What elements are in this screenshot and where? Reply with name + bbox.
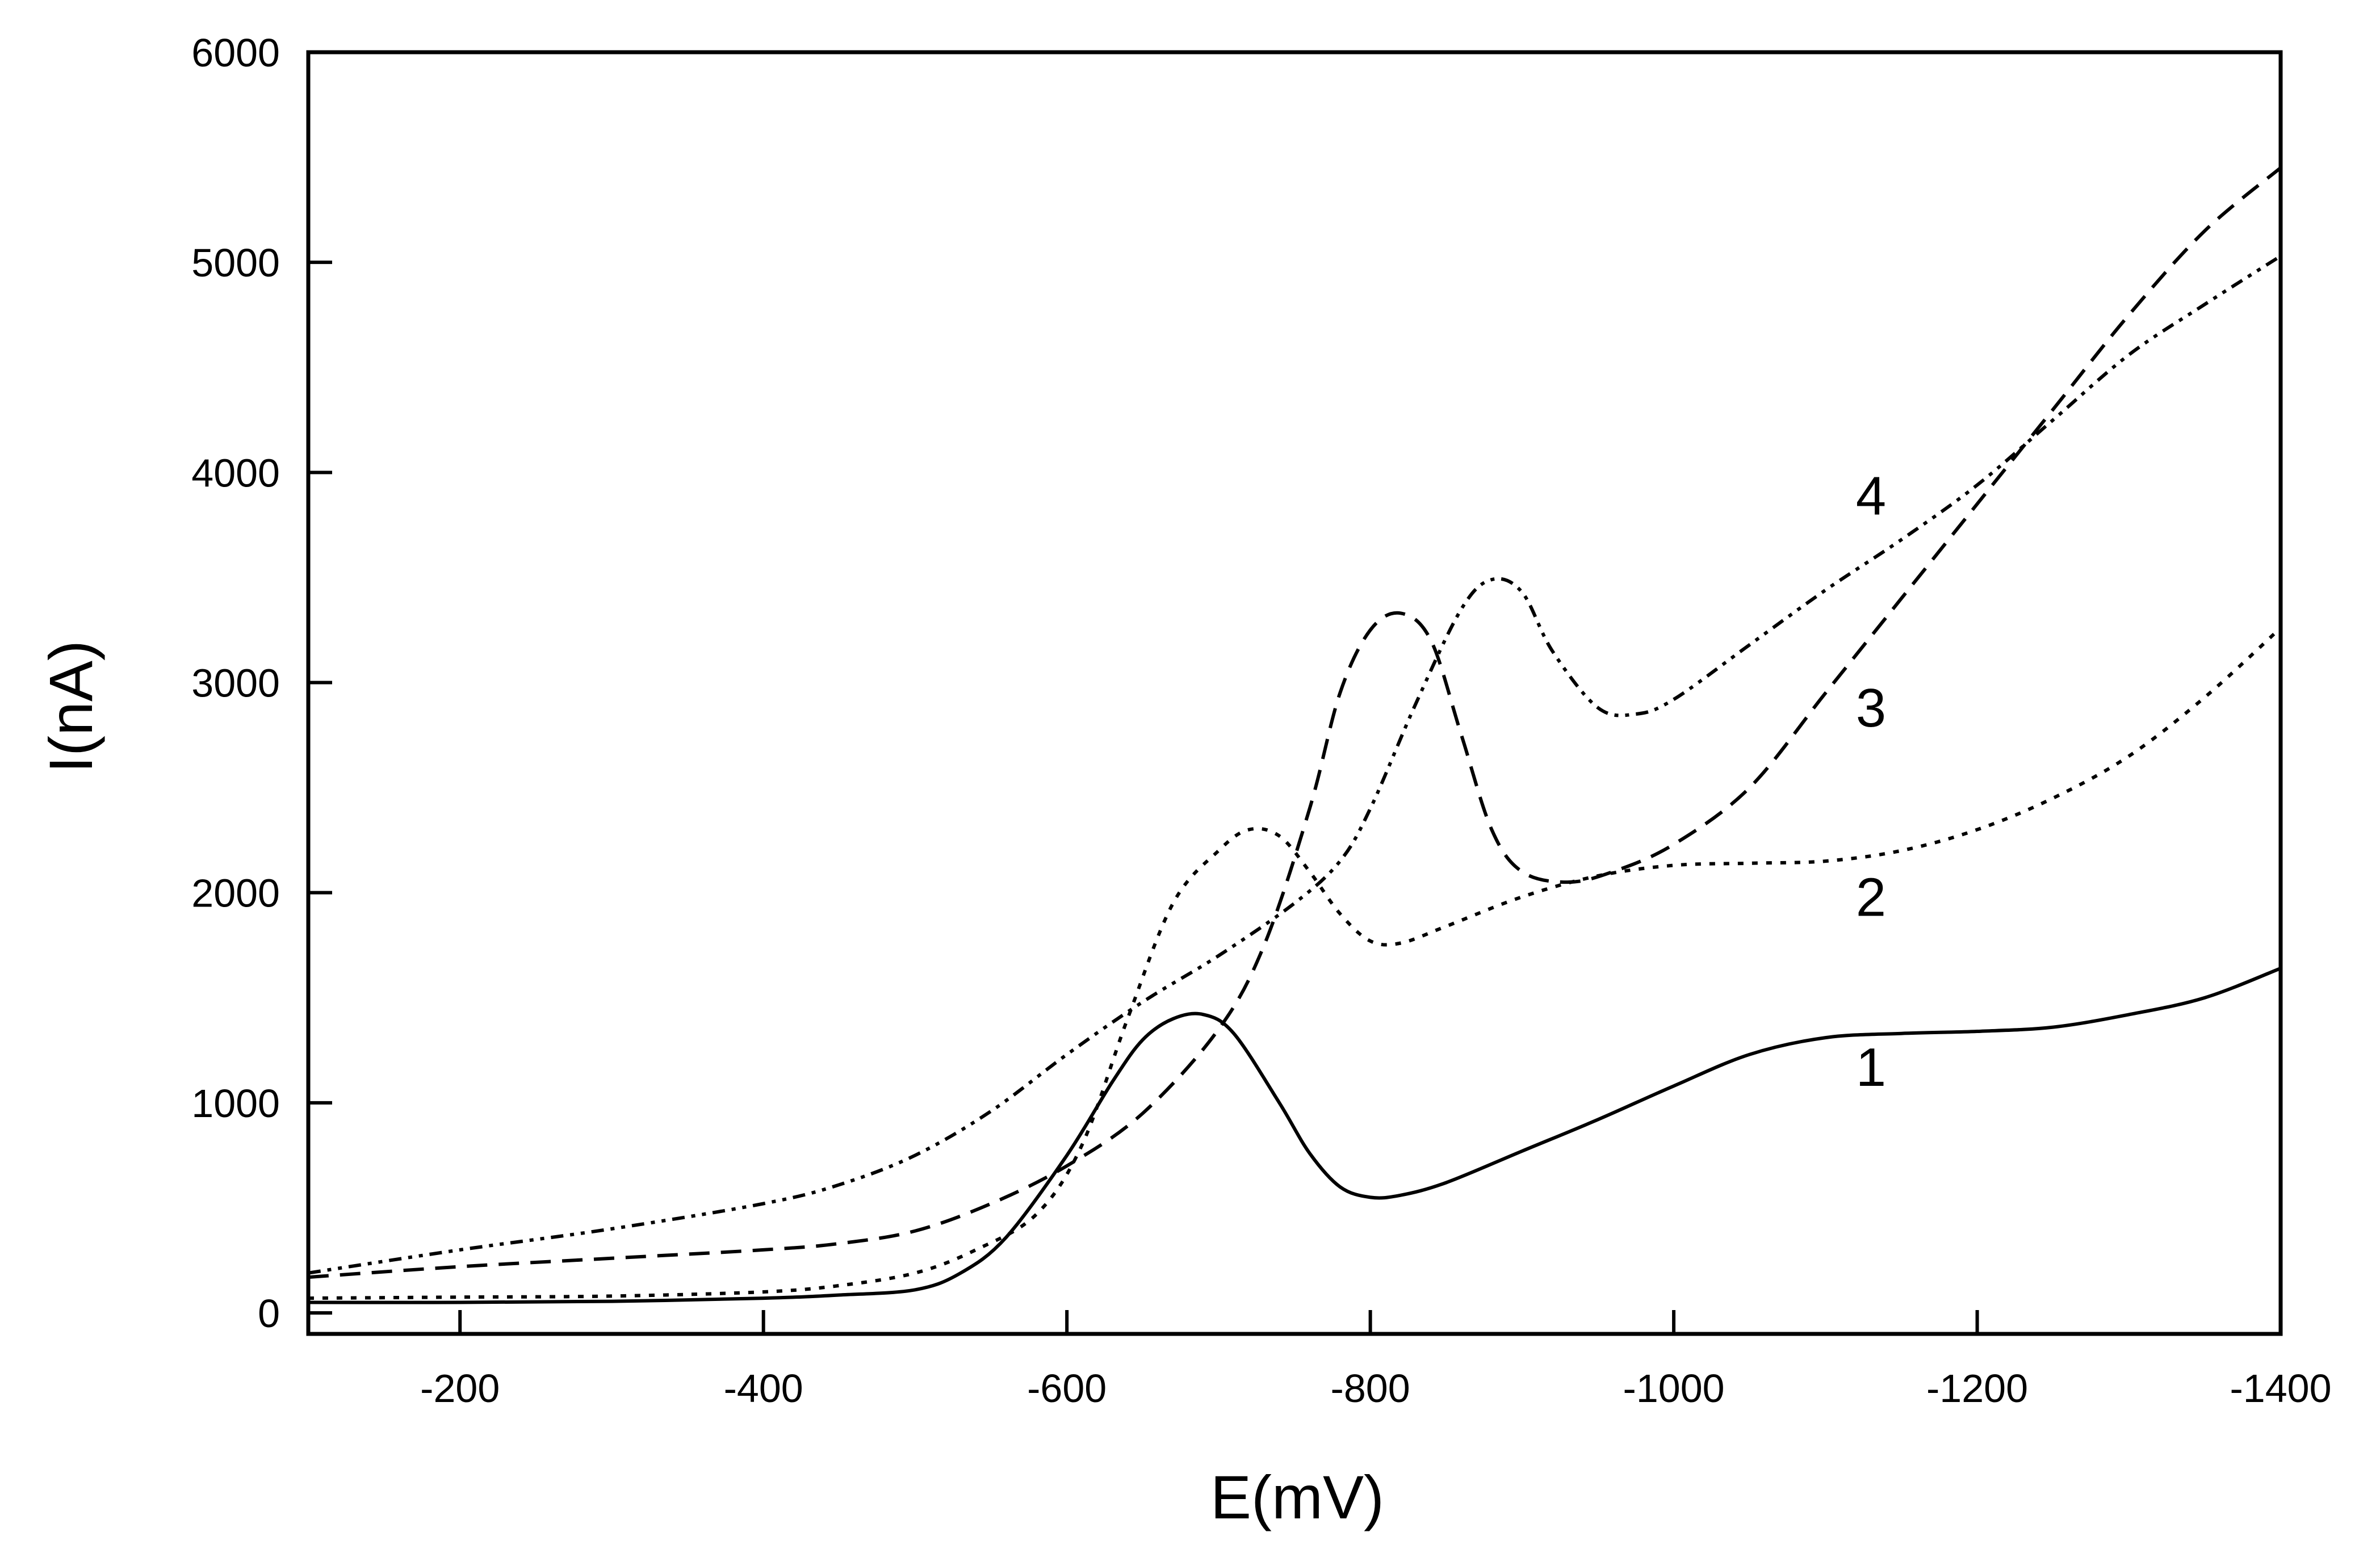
x-tick-label: -800 (1331, 1366, 1410, 1411)
series-label-2: 2 (1856, 867, 1886, 927)
series-label-4: 4 (1856, 465, 1886, 526)
y-tick-label: 2000 (191, 871, 280, 916)
y-tick-label: 5000 (191, 241, 280, 285)
series-line-4 (308, 254, 2282, 1275)
x-tick-label: -200 (420, 1366, 500, 1411)
x-axis-title: E(mV) (1210, 1463, 1384, 1531)
x-tick-label: -400 (724, 1366, 803, 1411)
series-label-1: 1 (1856, 1037, 1886, 1098)
y-tick-label: 3000 (191, 661, 280, 705)
series-label-3: 3 (1856, 678, 1886, 738)
y-axis-title: I(nA) (36, 640, 105, 773)
axes-layer: -200 -400 -600 -800 -1000 -1200 -1400 0 1000 2000… (191, 31, 2331, 1411)
series-line-2 (308, 626, 2282, 1300)
y-tick-label: 1000 (191, 1081, 280, 1126)
x-tick-label: -1200 (1926, 1366, 2028, 1411)
series-line-1 (308, 967, 2282, 1304)
x-tick-label: -1000 (1623, 1366, 1725, 1411)
labels-layer: 1 2 3 4 (1856, 465, 1886, 1098)
x-tick-label: -600 (1027, 1366, 1107, 1411)
y-tick-label: 4000 (191, 451, 280, 495)
plot-frame (306, 50, 2283, 1336)
series-layer (308, 166, 2282, 1304)
y-tick-label: 0 (258, 1291, 280, 1336)
series-line-3 (308, 166, 2282, 1279)
y-tick-label: 6000 (191, 31, 280, 75)
x-tick-label: -1400 (2230, 1366, 2331, 1411)
